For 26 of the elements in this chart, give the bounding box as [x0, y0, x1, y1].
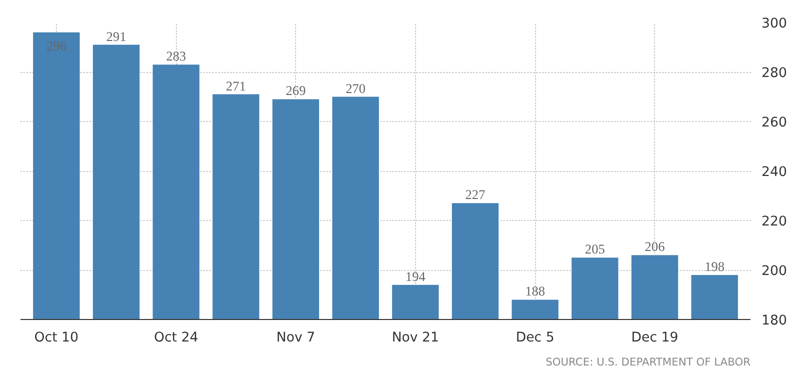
data-label: 269 [286, 83, 306, 98]
data-label: 291 [106, 28, 126, 44]
data-label: 198 [704, 258, 725, 274]
y-tick-label: 260 [762, 116, 787, 130]
y-tick-label: 180 [762, 314, 787, 328]
x-tick-label: Nov 7 [276, 330, 316, 346]
data-label: 194 [405, 268, 426, 284]
y-tick-label: 220 [762, 214, 787, 230]
data-label: 283 [166, 48, 186, 64]
y-tick-label: 280 [762, 66, 787, 81]
data-label: 206 [644, 239, 666, 254]
data-label: 270 [346, 80, 366, 96]
data-label: 227 [465, 187, 486, 202]
data-label: 296 [46, 38, 67, 54]
x-tick-label: Dec 5 [516, 330, 554, 346]
x-tick-label: Dec 19 [631, 330, 678, 346]
y-tick-label: 300 [762, 16, 787, 32]
data-label: 271 [226, 78, 246, 94]
source-note: SOURCE: U.S. DEPARTMENT OF LABOR [546, 356, 752, 368]
x-tick-label: Nov 21 [392, 330, 440, 346]
y-tick-label: 200 [762, 264, 787, 279]
x-tick-label: Oct 24 [154, 330, 198, 346]
data-label: 188 [525, 284, 546, 299]
y-tick-label: 240 [762, 165, 787, 180]
x-tick-label: Oct 10 [34, 330, 79, 346]
data-label: 205 [584, 242, 606, 257]
